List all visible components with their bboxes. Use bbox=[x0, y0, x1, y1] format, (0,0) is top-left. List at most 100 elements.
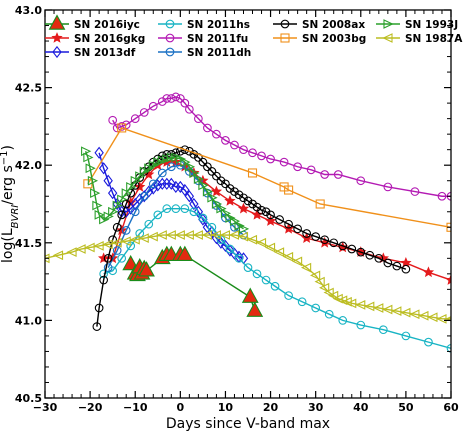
legend-entry: SN 2013df bbox=[45, 45, 136, 59]
series-line bbox=[96, 148, 407, 327]
x-tick-label: −10 bbox=[123, 401, 148, 414]
data-point bbox=[252, 269, 262, 279]
data-point bbox=[320, 170, 330, 179]
data-point bbox=[108, 266, 118, 276]
data-point bbox=[356, 247, 366, 257]
data-point bbox=[220, 239, 231, 253]
data-point bbox=[84, 242, 95, 253]
data-point bbox=[144, 219, 154, 229]
data-point bbox=[216, 176, 226, 186]
data-point bbox=[224, 194, 236, 206]
data-point bbox=[300, 262, 312, 273]
data-point bbox=[315, 199, 325, 209]
data-point bbox=[261, 275, 271, 285]
data-point bbox=[102, 239, 113, 250]
data-point bbox=[284, 219, 293, 229]
data-point bbox=[422, 266, 435, 278]
data-point bbox=[234, 253, 244, 263]
data-point bbox=[273, 247, 285, 257]
series-sn-2003bg bbox=[83, 123, 451, 232]
data-point bbox=[193, 205, 204, 218]
data-point bbox=[117, 210, 127, 220]
data-point bbox=[328, 290, 339, 301]
data-point bbox=[400, 307, 411, 318]
data-point bbox=[329, 238, 339, 248]
series-line bbox=[112, 96, 451, 197]
data-point bbox=[383, 19, 394, 29]
data-point bbox=[251, 208, 263, 220]
data-point bbox=[257, 205, 266, 215]
data-point bbox=[194, 114, 203, 123]
data-point bbox=[85, 163, 96, 174]
data-point bbox=[264, 215, 277, 226]
data-point bbox=[162, 204, 172, 214]
data-point bbox=[99, 275, 108, 285]
y-tick-label: 42.0 bbox=[15, 159, 42, 172]
data-point bbox=[171, 92, 181, 102]
data-point bbox=[338, 316, 348, 325]
data-point bbox=[239, 193, 248, 203]
series-line bbox=[103, 207, 451, 350]
legend-label: SN 2016gkg bbox=[74, 33, 145, 45]
legend-entry: SN 2016iyc bbox=[45, 14, 140, 31]
data-point bbox=[230, 187, 239, 196]
data-point bbox=[93, 241, 104, 251]
y-tick-label: 42.5 bbox=[15, 82, 42, 95]
data-point bbox=[382, 33, 393, 43]
data-point bbox=[255, 237, 267, 248]
y-tick-label: 41.0 bbox=[15, 314, 42, 327]
data-point bbox=[248, 199, 257, 209]
data-point bbox=[171, 180, 181, 194]
data-point bbox=[103, 253, 113, 263]
data-point bbox=[248, 148, 257, 158]
x-tick-label: 50 bbox=[398, 401, 414, 414]
legend-label: SN 2011dh bbox=[187, 47, 251, 59]
data-point bbox=[83, 152, 94, 163]
data-point bbox=[157, 177, 167, 190]
x-tick-label: 0 bbox=[177, 401, 185, 414]
data-point bbox=[319, 282, 330, 293]
data-point bbox=[246, 234, 258, 245]
data-point bbox=[130, 114, 140, 123]
data-point bbox=[203, 123, 212, 133]
ticks-layer: −30 −20 −10 0 10 20 30 40 50 60 40.5 41.0 41.5 42.0 42… bbox=[15, 4, 459, 414]
data-point bbox=[176, 245, 194, 261]
data-point bbox=[293, 224, 302, 234]
data-point bbox=[280, 19, 290, 29]
legend-entry: SN 2003bg bbox=[273, 33, 366, 45]
data-point bbox=[323, 287, 334, 298]
data-point bbox=[207, 167, 217, 176]
data-point bbox=[302, 229, 311, 238]
series-line bbox=[130, 254, 256, 312]
data-point bbox=[52, 45, 62, 59]
data-point bbox=[264, 242, 276, 253]
data-point bbox=[333, 170, 343, 179]
data-point bbox=[120, 236, 131, 247]
data-point bbox=[111, 237, 122, 248]
data-point bbox=[374, 253, 384, 263]
x-tick-label: −20 bbox=[78, 401, 103, 414]
data-point bbox=[87, 175, 99, 186]
data-point bbox=[198, 213, 208, 226]
data-point bbox=[270, 281, 280, 291]
data-point bbox=[103, 174, 113, 187]
data-point bbox=[306, 165, 316, 175]
data-point bbox=[320, 235, 330, 245]
x-tick-label: 20 bbox=[263, 401, 279, 414]
series-sn-2008ax bbox=[92, 145, 411, 331]
data-point bbox=[378, 325, 388, 335]
data-point bbox=[184, 190, 195, 203]
data-point bbox=[401, 264, 411, 274]
data-point bbox=[210, 185, 223, 197]
data-point bbox=[92, 322, 102, 331]
data-point bbox=[309, 270, 321, 281]
series-layer bbox=[45, 92, 451, 353]
data-point bbox=[239, 145, 248, 155]
data-point bbox=[311, 232, 321, 241]
data-point bbox=[185, 146, 194, 156]
data-point bbox=[48, 14, 66, 30]
data-point bbox=[225, 244, 235, 254]
data-point bbox=[355, 300, 366, 310]
data-point bbox=[112, 222, 122, 232]
data-point bbox=[225, 244, 235, 257]
